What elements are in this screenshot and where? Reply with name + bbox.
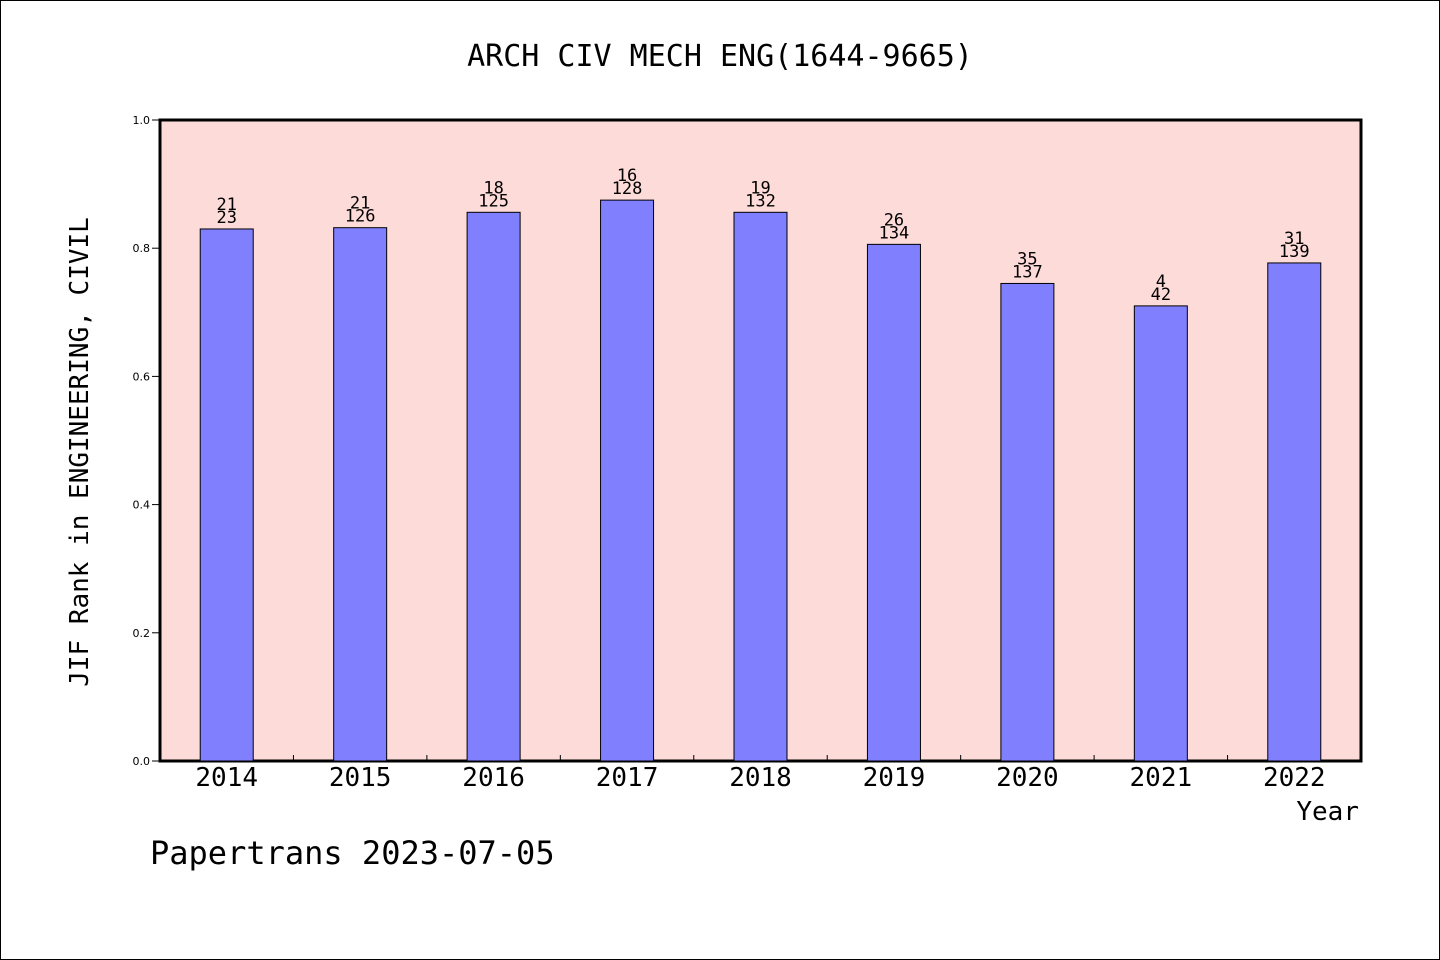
x-tick-label: 2021 [1130, 763, 1193, 793]
x-axis-title: Year [1296, 797, 1359, 827]
y-axis: 0.0 0.2 0.4 0.6 0.8 1.0 [133, 114, 160, 768]
x-tick-label: 2017 [596, 763, 659, 793]
bar-rank-label: 21 [216, 195, 236, 215]
y-tick-label: 0.6 [133, 370, 151, 383]
bar [1133, 305, 1188, 762]
y-tick-label: 0.8 [133, 242, 151, 255]
y-axis-title: JIF Rank in ENGINEERING, CIVIL [65, 217, 95, 687]
x-tick-label: 2019 [863, 763, 926, 793]
y-tick-label: 0.4 [133, 499, 151, 512]
x-tick-label: 2020 [996, 763, 1059, 793]
bar-rank-label: 4 [1156, 272, 1166, 292]
bar-total-label: 132 [745, 191, 776, 211]
bar [1000, 282, 1055, 762]
bars [199, 199, 1322, 762]
bar-rank-label: 26 [884, 210, 904, 230]
bar [1267, 262, 1322, 762]
bar [199, 228, 254, 762]
bar-total-label: 126 [345, 207, 376, 227]
x-tick-label: 2016 [462, 763, 525, 793]
bar-total-label: 42 [1151, 285, 1171, 305]
bar-total-label: 137 [1012, 262, 1043, 282]
footer-text: Papertrans 2023-07-05 [150, 834, 555, 872]
x-tick-label: 2014 [195, 763, 258, 793]
bar-rank-label: 31 [1284, 229, 1304, 249]
y-tick-label: 0.0 [133, 755, 151, 768]
bar-total-label: 125 [478, 191, 509, 211]
x-tick-label: 2015 [329, 763, 392, 793]
bar-total-label: 128 [612, 179, 643, 199]
y-tick-label: 1.0 [133, 114, 151, 127]
bar-total-label: 139 [1279, 242, 1310, 262]
bar [466, 211, 521, 762]
bar-rank-label: 35 [1017, 249, 1037, 269]
x-axis: 2014 2015 2016 2017 2018 2019 2020 2021 2022 [195, 755, 1326, 793]
bar-rank-label: 16 [617, 166, 637, 186]
bar-rank-label: 19 [750, 178, 770, 198]
y-tick-label: 0.2 [133, 627, 151, 640]
bar [733, 211, 788, 762]
bar-rank-label: 21 [350, 194, 370, 214]
bar-total-label: 23 [216, 208, 236, 228]
x-tick-label: 2018 [729, 763, 792, 793]
chart-title: ARCH CIV MECH ENG(1644-9665) [467, 39, 973, 74]
x-tick-label: 2022 [1263, 763, 1326, 793]
bar [333, 227, 388, 762]
bar [866, 243, 921, 762]
bar-total-label: 134 [879, 223, 910, 243]
bar [600, 199, 655, 762]
bar-rank-label: 18 [483, 178, 503, 198]
